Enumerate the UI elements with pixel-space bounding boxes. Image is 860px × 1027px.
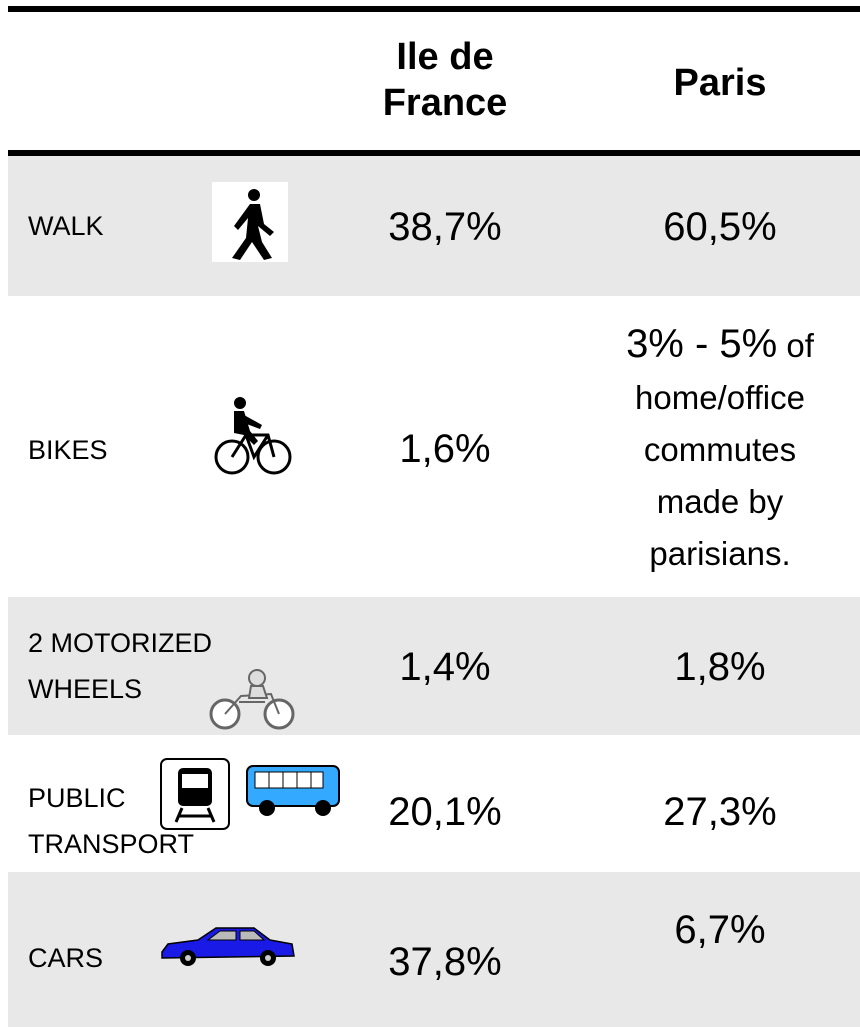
top-rule: [8, 6, 860, 12]
row-label: BIKES: [28, 427, 108, 473]
cell-paris: 27,3%: [620, 790, 820, 835]
train-icon: [160, 758, 230, 830]
header-ile: Ile de France: [345, 34, 545, 126]
header-paris: Paris: [620, 60, 820, 106]
cell-ile: 38,7%: [345, 205, 545, 250]
cell-paris: 1,8%: [620, 645, 820, 690]
cell-ile: 1,6%: [345, 427, 545, 472]
car-icon: [158, 922, 298, 970]
page: Ile de France Paris WALK 38,7% 60,5% BIK…: [0, 0, 860, 1027]
bus-icon: [245, 762, 343, 822]
row-label: CARS: [28, 935, 103, 981]
cell-paris: 6,7%: [620, 908, 820, 953]
cell-ile: 1,4%: [345, 645, 545, 690]
paris-range: 3% - 5%: [626, 322, 777, 366]
bike-icon: [210, 395, 292, 477]
cell-ile: 37,8%: [345, 940, 545, 985]
motorbike-icon: [205, 668, 299, 732]
cell-ile: 20,1%: [345, 790, 545, 835]
row-label: PUBLIC TRANSPORT: [28, 775, 268, 867]
cell-paris: 60,5%: [620, 205, 820, 250]
walk-icon: [212, 182, 288, 262]
row-label: WALK: [28, 203, 104, 249]
cell-paris: 3% - 5% of home/office commutes made by …: [600, 318, 840, 580]
